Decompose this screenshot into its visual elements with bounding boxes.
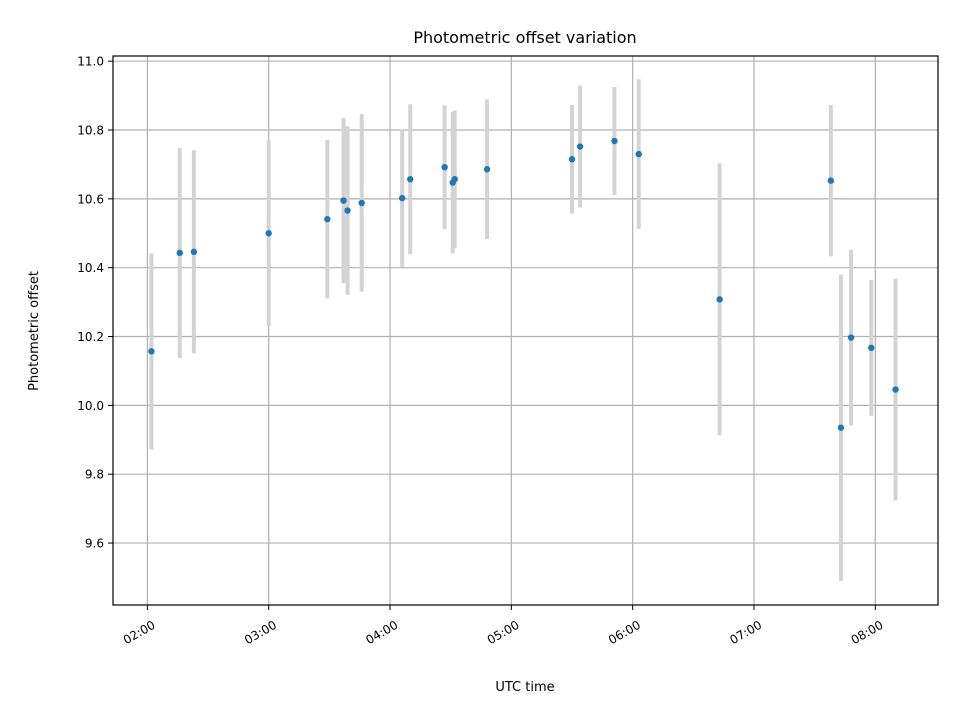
data-point (892, 386, 899, 393)
data-point (635, 150, 642, 158)
plot-frame (112, 55, 939, 606)
data-point (265, 230, 272, 237)
y-tick-label: 10.4 (77, 261, 104, 275)
data-point (451, 176, 458, 183)
y-tick-label: 10.2 (77, 330, 104, 344)
data-point (576, 143, 584, 150)
data-point (398, 194, 406, 202)
y-tick-label: 11.0 (77, 55, 104, 69)
data-point (611, 137, 618, 145)
data-points (148, 137, 899, 431)
data-point (340, 197, 347, 204)
grid (113, 56, 938, 605)
data-point (190, 248, 198, 256)
data-point (716, 296, 723, 303)
data-point (148, 348, 155, 355)
data-point (483, 166, 491, 173)
y-tick-label: 10.8 (77, 124, 104, 138)
data-point (358, 199, 365, 207)
data-point (176, 249, 183, 257)
y-tick-label: 9.6 (85, 537, 104, 551)
y-axis-ticks: 9.6 9.8 10.0 10.2 10.4 10.6 10.8 11.0 (77, 55, 113, 551)
data-point (568, 156, 576, 163)
data-point (344, 207, 351, 214)
data-point (868, 344, 875, 352)
chart-title: Photometric offset variation (413, 28, 636, 47)
y-tick-label: 10.6 (77, 192, 104, 206)
data-point (837, 424, 845, 431)
data-point (407, 176, 414, 183)
data-point (827, 177, 835, 184)
x-axis-label: UTC time (495, 680, 554, 695)
data-point (324, 215, 331, 223)
y-tick-label: 10.0 (77, 399, 104, 413)
y-tick-label: 9.8 (85, 468, 104, 482)
y-axis-label: Photometric offset (27, 271, 42, 391)
data-point (441, 163, 448, 171)
data-point (847, 334, 855, 341)
